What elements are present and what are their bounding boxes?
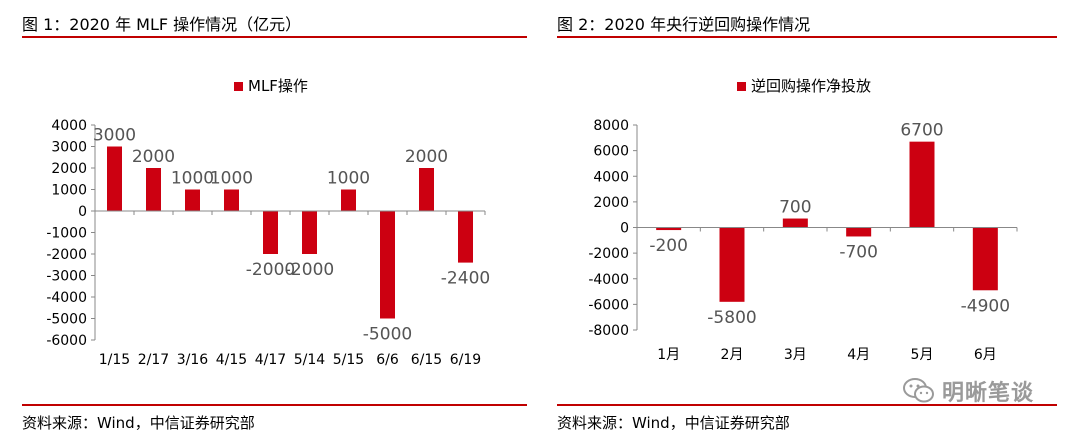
bar [782,218,808,228]
bar [185,189,200,211]
mlf-bar-chart: MLF操作40003000200010000-1000-2000-3000-40… [46,77,490,368]
x-tick-label: 2/17 [138,352,169,368]
x-tick-label: 1月 [657,347,680,363]
data-label: -2000 [246,260,295,280]
bar [341,189,356,211]
title-divider [557,36,1057,38]
x-tick-label: 1/15 [99,352,130,368]
data-label: -2000 [285,260,334,280]
source-divider [557,404,1057,406]
data-label: -200 [649,236,688,256]
data-label: 1000 [210,169,253,189]
bar [972,227,998,291]
y-tick-label: 4000 [51,118,87,134]
x-tick-label: 6/15 [411,352,442,368]
data-label: -5800 [707,308,756,328]
y-tick-label: 3000 [51,140,87,156]
figure-2-source: 资料来源：Wind，中信证券研究部 [557,414,790,432]
x-tick-label: 5/15 [333,352,364,368]
data-label: 6700 [900,121,943,141]
x-tick-label: 6/19 [450,352,481,368]
reverse-repo-bar-chart: 逆回购操作净投放 8000 6000 4000 2000 0 -2000 -4000 -6000… [588,77,1018,363]
bar [458,211,473,263]
data-label: 2000 [405,147,448,167]
bar [909,141,935,228]
data-label: 3000 [93,126,136,146]
y-tick-label: 4000 [593,169,629,185]
y-tick-label: -2000 [46,247,87,263]
y-tick-label: -4000 [46,290,87,306]
bar [263,211,278,254]
y-tick-label: 0 [78,204,87,220]
x-tick-label: 3月 [784,347,807,363]
data-label: 700 [779,198,811,218]
title-divider [22,36,527,38]
y-tick-label: -3000 [46,269,87,285]
data-label: -5000 [363,325,412,345]
wechat-icon [903,378,934,403]
y-tick-label: -5000 [46,312,87,328]
figure-2-title: 图 2：2020 年央行逆回购操作情况 [557,15,811,34]
figure-2-panel: 图 2：2020 年央行逆回购操作情况 逆回购操作净投放 8000 6000 4000… [557,0,1057,442]
bar [380,211,395,319]
figure-1-title: 图 1：2020 年 MLF 操作情况（亿元） [22,15,302,34]
x-tick-label: 5/14 [294,352,326,368]
figure-1-panel: 图 1：2020 年 MLF 操作情况（亿元） MLF操作 4000 3000 200… [22,0,527,442]
legend-label: MLF操作 [248,77,308,95]
data-label: 1000 [327,169,370,189]
legend-swatch [234,82,243,91]
y-tick-label: -4000 [588,272,629,288]
bar [224,189,239,211]
legend-label: 逆回购操作净投放 [751,77,871,95]
bar [107,146,122,211]
y-tick-label: 8000 [593,118,629,134]
x-tick-label: 4/17 [255,352,286,368]
y-tick-label: 6000 [593,144,629,160]
data-label: -700 [839,242,878,262]
x-tick-label: 3/16 [177,352,209,368]
y-tick-label: 2000 [593,195,629,211]
watermark: 明晰笔谈 [902,374,1034,408]
y-tick-label: -6000 [46,333,87,349]
x-tick-label: 4月 [847,347,870,363]
x-tick-label: 4/15 [216,352,247,368]
y-tick-label: -2000 [588,246,629,262]
figure-1-source: 资料来源：Wind，中信证券研究部 [22,414,255,432]
y-tick-label: 2000 [51,161,87,177]
data-label: -4900 [961,296,1010,316]
x-tick-label: 5月 [911,347,934,363]
data-label: -2400 [441,269,490,289]
bar [146,168,161,211]
y-tick-label: -1000 [46,226,87,242]
source-divider [22,404,527,406]
y-tick-label: -6000 [588,297,629,313]
y-tick-label: -8000 [588,323,629,339]
bar [656,227,682,231]
y-tick-label: 0 [620,221,629,237]
x-tick-label: 2月 [721,347,744,363]
bar [419,168,434,211]
bar [846,227,872,237]
legend-swatch [737,82,746,91]
bar [302,211,317,254]
y-tick-label: 1000 [51,183,87,199]
data-label: 1000 [171,169,214,189]
x-tick-label: 6月 [974,347,997,363]
watermark-text: 明晰笔谈 [942,381,1035,406]
x-tick-label: 6/6 [376,352,399,368]
data-label: 2000 [132,147,175,167]
bar [719,227,745,302]
